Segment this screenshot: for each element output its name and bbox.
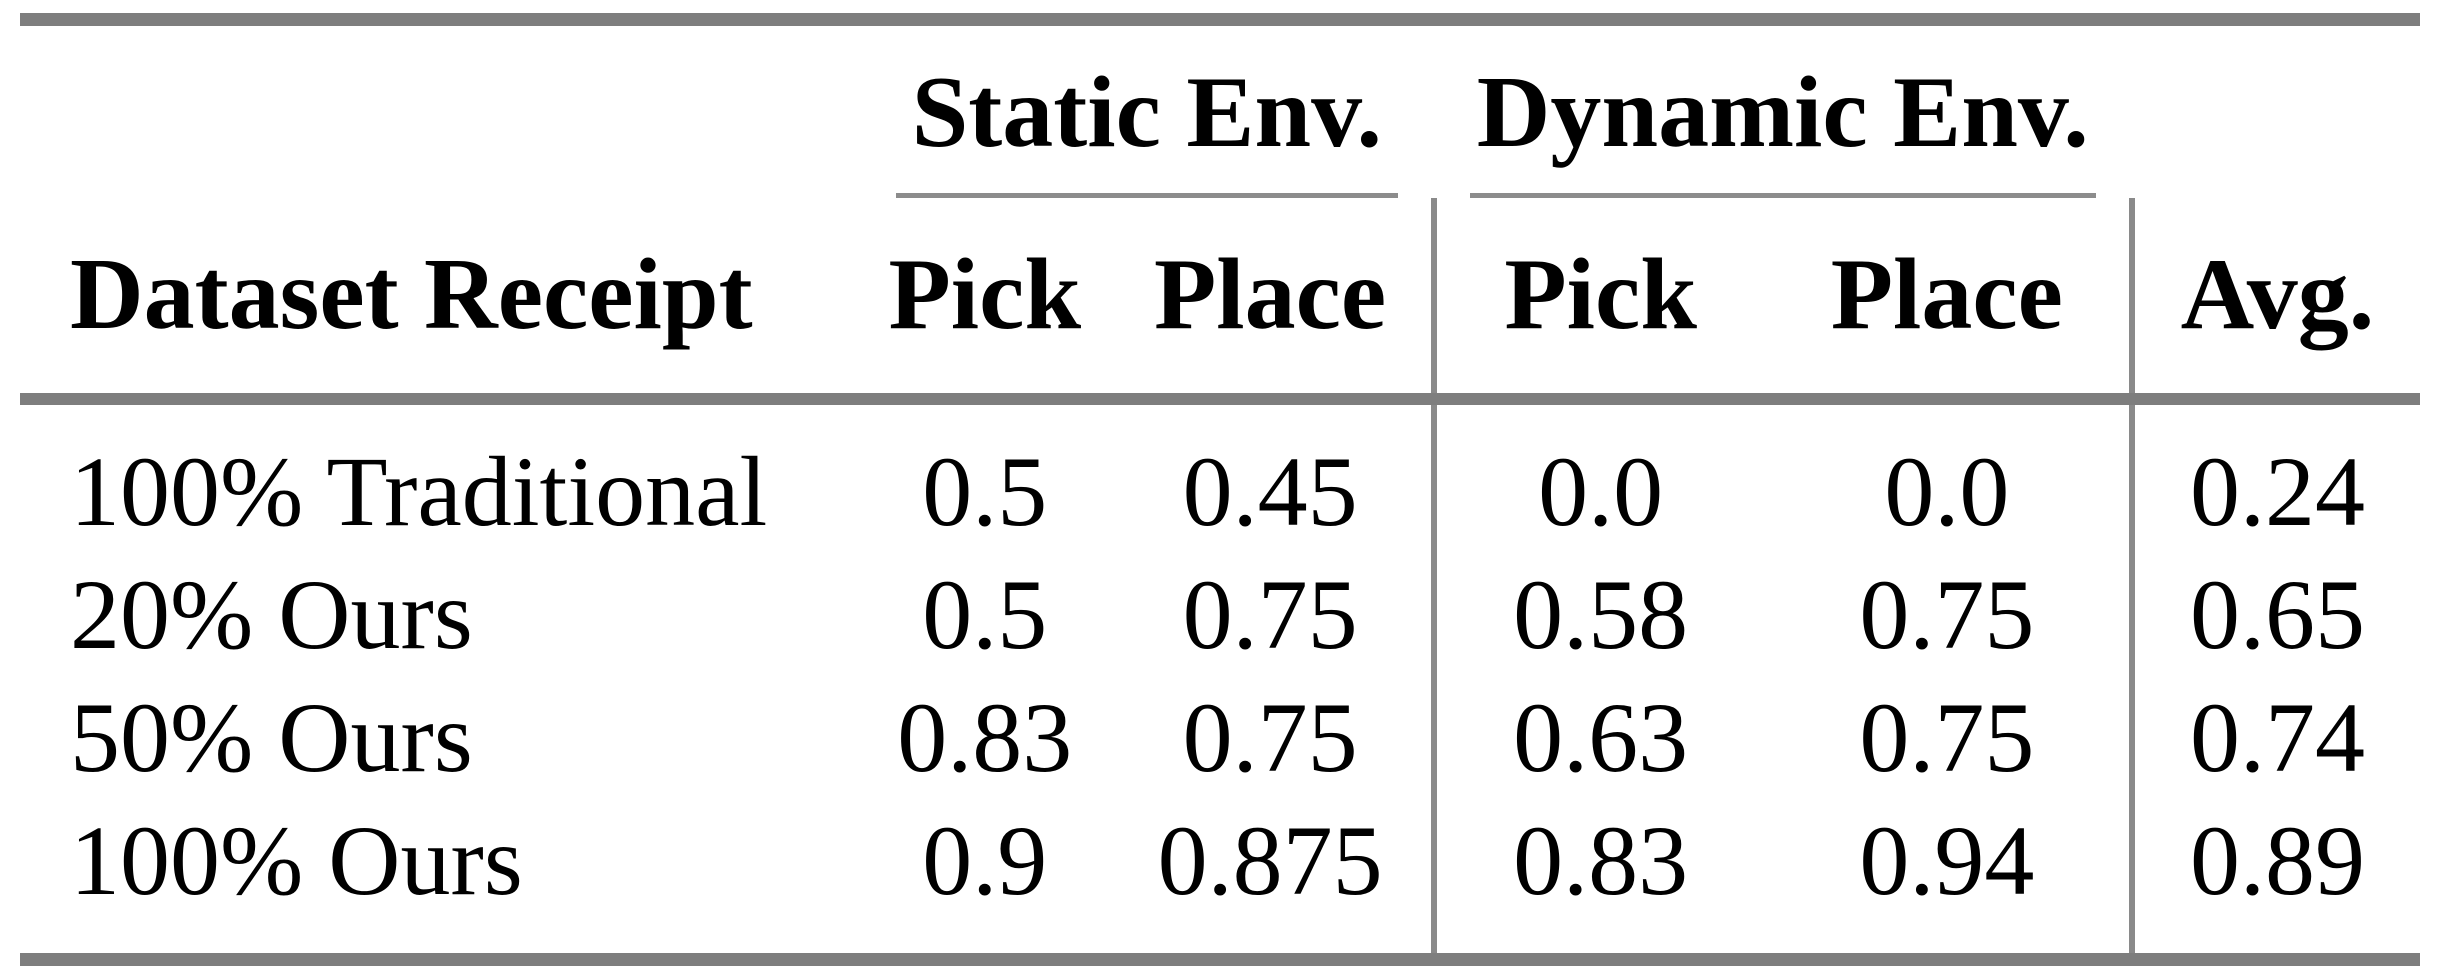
cell-dynamic-pick: 0.63 bbox=[1430, 677, 1765, 800]
cell-dynamic-pick: 0.0 bbox=[1430, 399, 1765, 554]
group-header-spacer bbox=[20, 20, 860, 199]
cell-avg: 0.24 bbox=[2128, 399, 2420, 554]
cell-dynamic-place: 0.94 bbox=[1859, 805, 2035, 916]
cell-dynamic-place: 0.75 bbox=[1859, 559, 2035, 670]
dynamic-env-underline-rule bbox=[1469, 171, 2096, 198]
table-row-20pct-ours: 20% Ours 0.5 0.75 0.58 0.75 0.65 bbox=[20, 554, 2420, 677]
table-row-50pct-ours: 50% Ours 0.83 0.75 0.63 0.75 0.74 bbox=[20, 677, 2420, 800]
cell-static-place: 0.875 bbox=[1157, 805, 1383, 916]
column-header-row: Dataset Receipt Pick Place Pick Place Av… bbox=[20, 198, 2420, 405]
row-label: 100% Ours bbox=[70, 805, 523, 916]
row-label: 20% Ours bbox=[70, 559, 473, 670]
group-header-spacer bbox=[2132, 20, 2420, 199]
group-header-row: Static Env. Dynamic Env. bbox=[20, 20, 2420, 199]
cell-avg: 0.74 bbox=[2128, 677, 2420, 800]
column-header-static-place: Place bbox=[1109, 198, 1434, 405]
cell-static-place: 0.45 bbox=[1182, 436, 1358, 547]
group-header-dynamic-env: Dynamic Env. bbox=[1476, 56, 2089, 169]
group-header-static-cell: Static Env. bbox=[860, 20, 1434, 198]
cell-dynamic-place: 0.0 bbox=[1884, 436, 2010, 547]
column-header-dynamic-pick: Pick bbox=[1430, 198, 1765, 405]
static-env-underline-rule bbox=[896, 171, 1398, 198]
group-header-dynamic-cell: Dynamic Env. bbox=[1434, 20, 2132, 198]
results-table: Static Env. Dynamic Env. Dataset Receipt… bbox=[20, 13, 2420, 966]
table-row-100pct-traditional: 100% Traditional 0.5 0.45 0.0 0.0 0.24 bbox=[20, 399, 2420, 554]
cell-dynamic-place: 0.75 bbox=[1859, 682, 2035, 793]
row-label: 100% Traditional bbox=[70, 436, 768, 547]
column-header-dataset-receipt: Dataset Receipt bbox=[20, 198, 860, 405]
cell-static-place: 0.75 bbox=[1182, 682, 1358, 793]
cell-avg: 0.65 bbox=[2128, 554, 2420, 677]
column-header-avg: Avg. bbox=[2128, 198, 2420, 405]
row-label: 50% Ours bbox=[70, 682, 473, 793]
cell-static-pick: 0.5 bbox=[922, 436, 1048, 547]
cell-dynamic-pick: 0.58 bbox=[1430, 554, 1765, 677]
cell-static-pick: 0.5 bbox=[922, 559, 1048, 670]
cell-dynamic-pick: 0.83 bbox=[1430, 800, 1765, 960]
column-header-static-pick: Pick bbox=[860, 198, 1110, 405]
cell-static-pick: 0.9 bbox=[922, 805, 1048, 916]
cell-static-place: 0.75 bbox=[1182, 559, 1358, 670]
cell-avg: 0.89 bbox=[2128, 800, 2420, 960]
cell-static-pick: 0.83 bbox=[897, 682, 1073, 793]
table-row-100pct-ours: 100% Ours 0.9 0.875 0.83 0.94 0.89 bbox=[20, 800, 2420, 960]
group-header-static-env: Static Env. bbox=[911, 56, 1382, 169]
column-header-dynamic-place: Place bbox=[1764, 198, 2132, 405]
